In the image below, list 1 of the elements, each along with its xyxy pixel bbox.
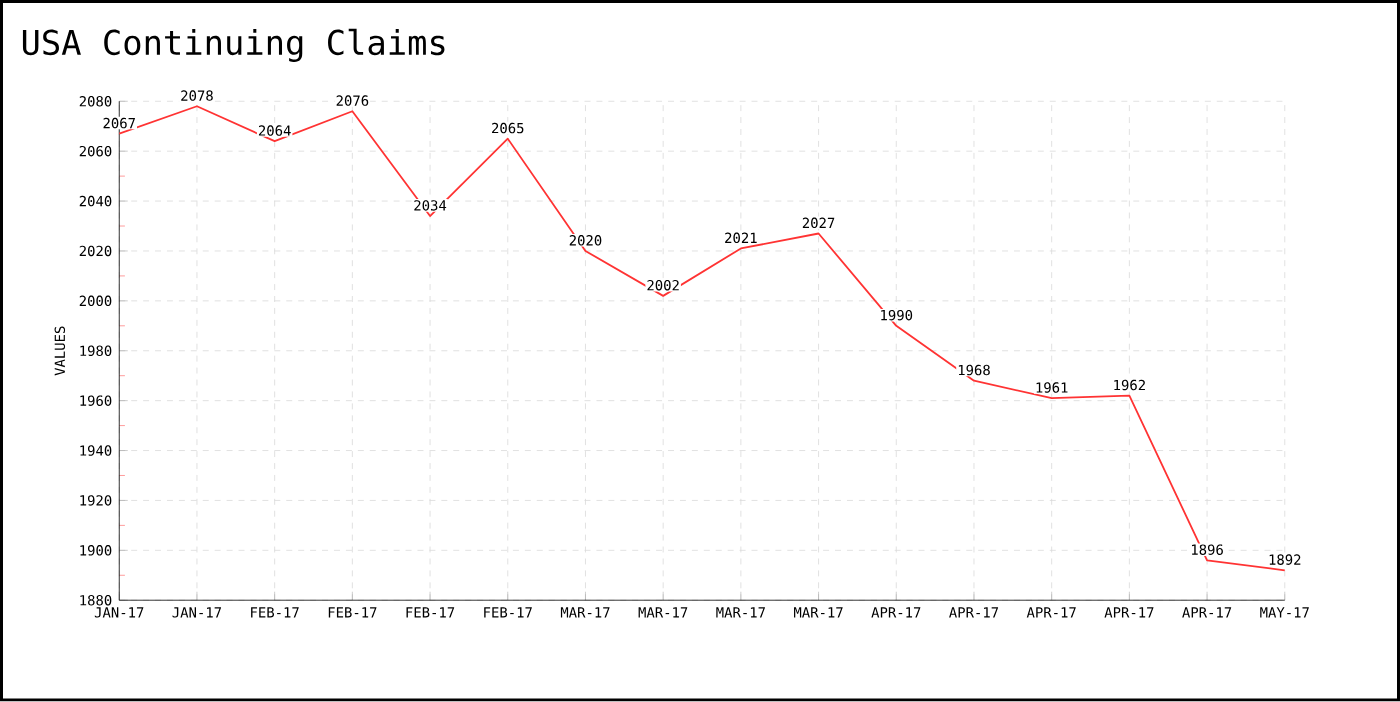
chart-title: USA Continuing Claims	[22, 29, 445, 63]
